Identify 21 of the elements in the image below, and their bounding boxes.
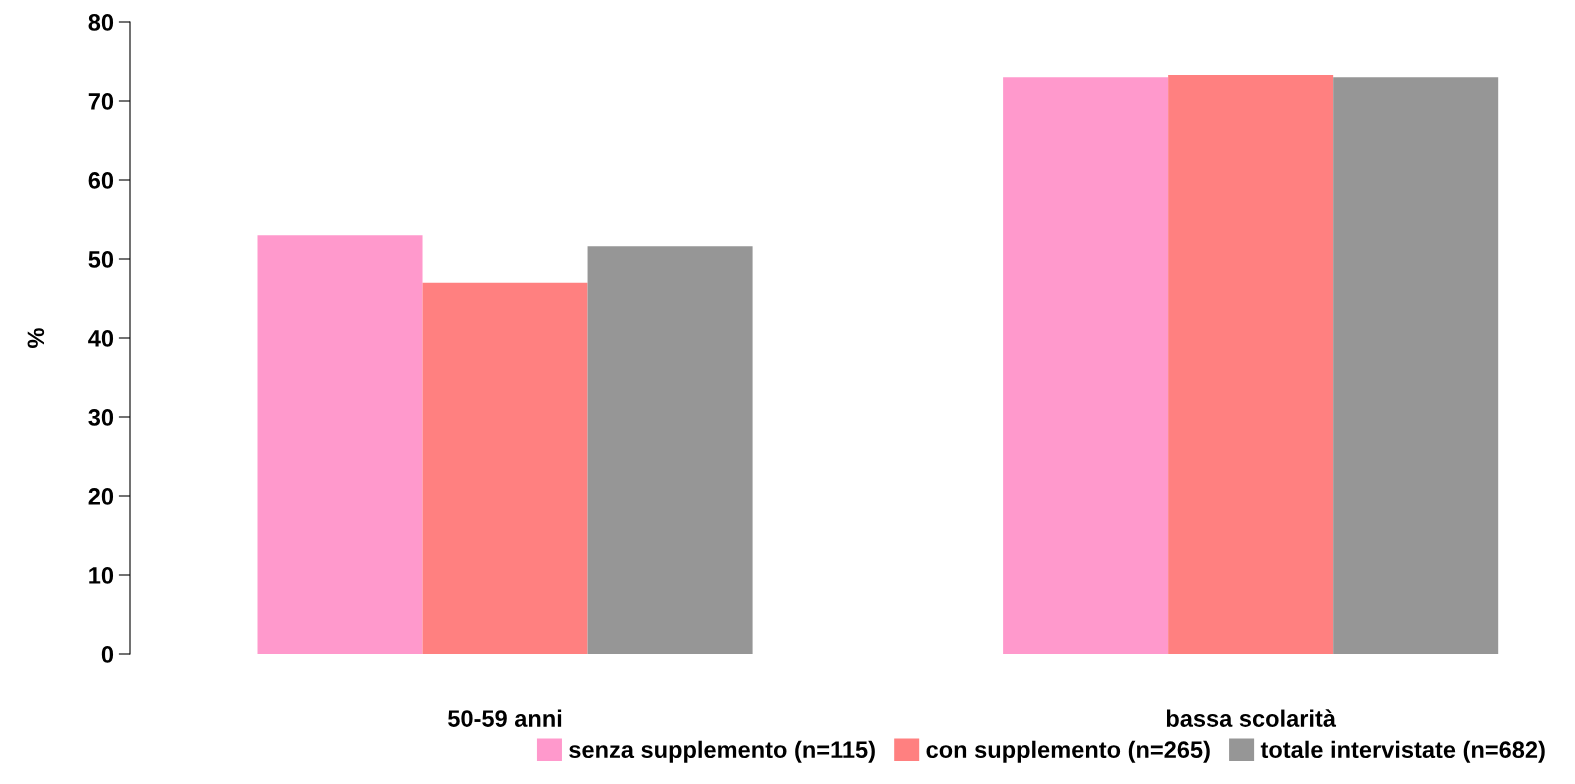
y-tick-label: 40 xyxy=(88,330,114,347)
x-tick-label: bassa scolarità xyxy=(1166,709,1337,727)
y-tick-label: 60 xyxy=(88,172,114,189)
y-tick-label: 10 xyxy=(89,567,114,584)
bar xyxy=(1168,74,1334,654)
y-tick-label: 50 xyxy=(88,251,114,268)
y-tick-label: 70 xyxy=(88,93,114,110)
y-tick-label: 80 xyxy=(88,14,114,31)
bar xyxy=(1003,77,1169,654)
bar xyxy=(587,246,753,654)
bar xyxy=(1333,77,1499,654)
y-tick-label: 20 xyxy=(88,488,114,505)
legend-label: senza supplemento (n=115) xyxy=(569,740,875,763)
bar xyxy=(422,282,588,654)
bar xyxy=(257,235,423,654)
legend-label: totale intervistate (n=682) xyxy=(1260,740,1545,763)
legend-label: con supplemento (n=265) xyxy=(926,740,1210,763)
y-tick-label: 30 xyxy=(88,409,114,426)
y-axis-title: % xyxy=(27,328,45,348)
y-tick-label: 0 xyxy=(101,646,114,663)
x-tick-label: 50-59 anni xyxy=(448,709,562,727)
